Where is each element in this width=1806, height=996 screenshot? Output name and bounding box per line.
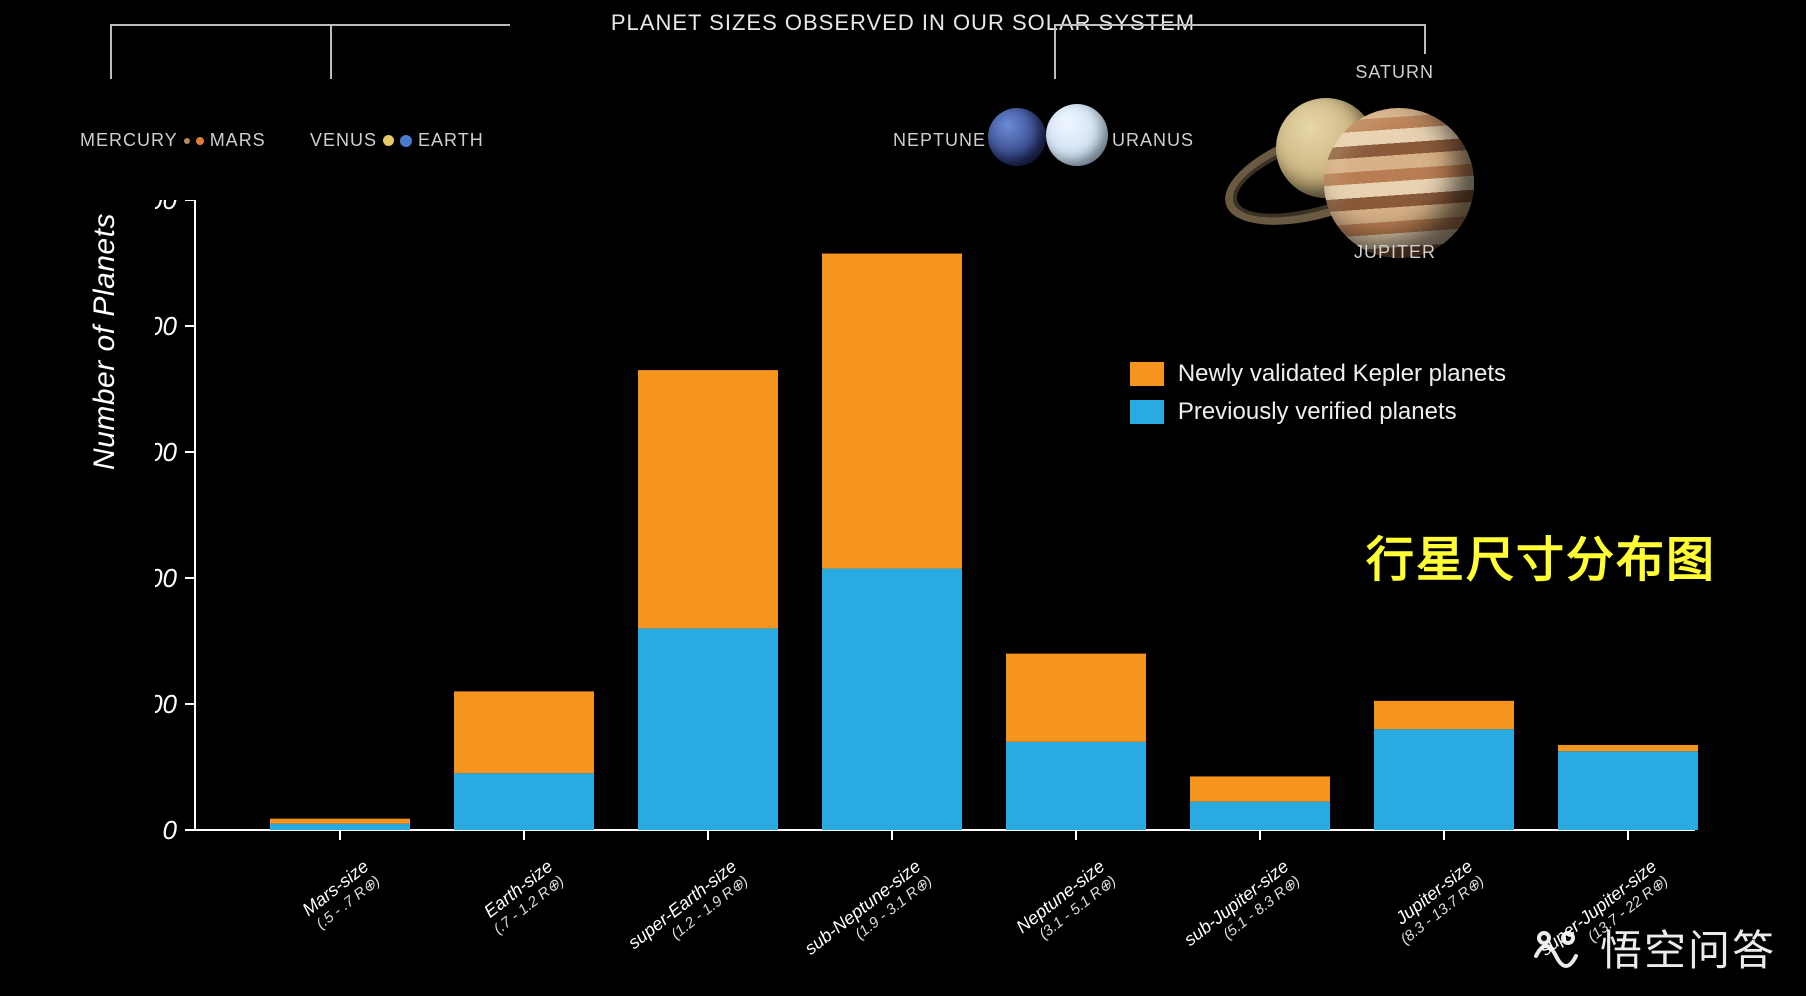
bar-prev bbox=[638, 628, 778, 830]
watermark: 悟空问答 bbox=[1526, 917, 1776, 978]
bar-prev bbox=[270, 824, 410, 830]
legend: Newly validated Kepler planets Previousl… bbox=[1130, 360, 1506, 436]
bar-prev bbox=[1190, 802, 1330, 830]
mercury-dot bbox=[184, 138, 190, 144]
mars-text: MARS bbox=[210, 130, 266, 151]
bar-new bbox=[454, 691, 594, 773]
svg-text:600: 600 bbox=[155, 437, 178, 467]
bar-new bbox=[270, 819, 410, 824]
bar-new bbox=[1006, 654, 1146, 742]
svg-text:1000: 1000 bbox=[155, 200, 178, 215]
earth-dot bbox=[400, 135, 412, 147]
annotation-chinese: 行星尺寸分布图 bbox=[1366, 520, 1716, 590]
header-bracket-right bbox=[1056, 24, 1426, 26]
header-drop bbox=[330, 24, 332, 79]
bar-new bbox=[1558, 745, 1698, 751]
svg-text:200: 200 bbox=[155, 689, 178, 719]
bar-new bbox=[1190, 776, 1330, 801]
legend-swatch-prev bbox=[1130, 400, 1164, 424]
mars-dot bbox=[196, 137, 204, 145]
bar-prev bbox=[454, 773, 594, 830]
bar-new bbox=[822, 254, 962, 569]
venus-dot bbox=[383, 135, 394, 146]
watermark-text: 悟空问答 bbox=[1600, 917, 1776, 978]
mercury-text: MERCURY bbox=[80, 130, 178, 151]
uranus-label: URANUS bbox=[1112, 130, 1194, 151]
neptune-label: NEPTUNE bbox=[893, 130, 986, 151]
svg-text:800: 800 bbox=[155, 311, 178, 341]
header-title: PLANET SIZES OBSERVED IN OUR SOLAR SYSTE… bbox=[611, 10, 1195, 36]
bar-prev bbox=[1374, 729, 1514, 830]
y-axis-label: Number of Planets bbox=[88, 213, 122, 470]
legend-item-new: Newly validated Kepler planets bbox=[1130, 360, 1506, 388]
bar-new bbox=[638, 370, 778, 628]
bar-new bbox=[1374, 701, 1514, 729]
figure-root: PLANET SIZES OBSERVED IN OUR SOLAR SYSTE… bbox=[0, 0, 1806, 996]
header-drop bbox=[110, 24, 112, 79]
header-drop bbox=[1054, 24, 1056, 79]
venus-text: VENUS bbox=[310, 130, 377, 151]
planet-label-mercury: MERCURY MARS bbox=[80, 130, 266, 151]
legend-text-prev: Previously verified planets bbox=[1178, 398, 1457, 426]
bar-prev bbox=[1558, 751, 1698, 830]
watermark-logo-icon bbox=[1526, 926, 1586, 970]
x-category-label: Mars-size(.5 - .7 R⊕) bbox=[155, 856, 383, 996]
uranus-icon bbox=[1046, 104, 1108, 166]
legend-item-prev: Previously verified planets bbox=[1130, 398, 1506, 426]
legend-text-new: Newly validated Kepler planets bbox=[1178, 360, 1506, 388]
header-bracket-left bbox=[110, 24, 510, 26]
x-axis-labels: Mars-size(.5 - .7 R⊕)Earth-size(.7 - 1.2… bbox=[155, 848, 1705, 996]
legend-swatch-new bbox=[1130, 362, 1164, 386]
svg-text:0: 0 bbox=[163, 815, 178, 840]
svg-text:400: 400 bbox=[155, 563, 178, 593]
header-drop bbox=[1424, 24, 1426, 54]
bar-prev bbox=[822, 569, 962, 830]
planet-label-venus-earth: VENUS EARTH bbox=[310, 130, 484, 151]
earth-text: EARTH bbox=[418, 130, 484, 151]
bar-prev bbox=[1006, 742, 1146, 830]
neptune-icon bbox=[988, 108, 1046, 166]
